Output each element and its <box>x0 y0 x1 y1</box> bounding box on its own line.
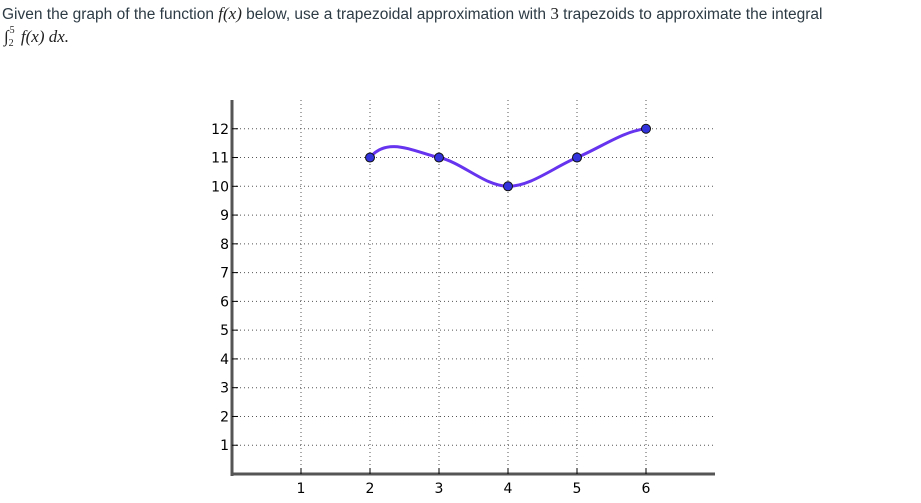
y-tick-label: 9 <box>220 208 229 224</box>
data-point <box>503 181 513 192</box>
y-tick-label: 10 <box>211 179 229 195</box>
function-name: f(x) <box>218 4 242 23</box>
axes <box>230 100 715 476</box>
x-tick-label: 3 <box>435 481 444 497</box>
y-tick-label: 1 <box>220 438 229 454</box>
y-tick-label: 12 <box>211 122 229 138</box>
y-tick-label: 4 <box>220 352 229 368</box>
data-point <box>572 152 582 163</box>
trapezoid-count: 3 <box>550 4 559 23</box>
data-point <box>365 152 375 163</box>
x-tick-label: 1 <box>297 481 306 497</box>
question-text: Given the graph of the function f(x) bel… <box>2 4 917 24</box>
question-suffix: trapezoids to approximate the integral <box>558 6 823 23</box>
data-point <box>434 152 444 163</box>
integral-expression: ∫ 5 2 f(x) dx. <box>4 25 70 53</box>
y-tick-label: 2 <box>220 409 229 425</box>
y-tick-label: 8 <box>220 237 229 253</box>
x-tick-label: 5 <box>573 481 582 497</box>
question-prefix: Given the graph of the function <box>2 6 219 23</box>
x-tick-label: 4 <box>504 481 513 497</box>
data-points <box>365 123 651 192</box>
y-tick-label: 5 <box>220 323 229 339</box>
y-tick-label: 7 <box>220 266 229 282</box>
lower-limit: 2 <box>8 38 14 49</box>
y-tick-label: 3 <box>220 381 229 397</box>
upper-limit: 5 <box>9 25 15 36</box>
question-middle: below, use a trapezoidal approximation w… <box>241 6 551 23</box>
data-point <box>641 123 651 134</box>
integral-sign: ∫ <box>4 27 9 46</box>
integrand: f(x) dx. <box>20 27 70 46</box>
x-tick-label: 6 <box>642 481 651 497</box>
y-tick-label: 6 <box>220 294 229 310</box>
grid-lines <box>232 100 715 474</box>
x-tick-label: 2 <box>366 481 375 497</box>
y-tick-label: 11 <box>211 151 229 167</box>
